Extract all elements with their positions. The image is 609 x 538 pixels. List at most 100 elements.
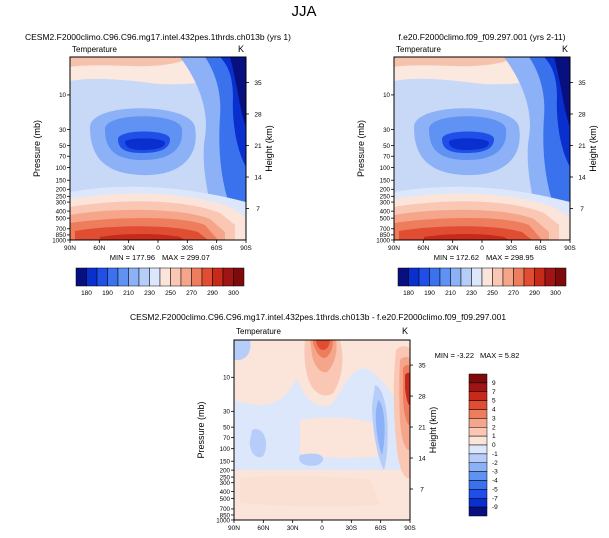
panel-b-colorbar-label: 270 <box>508 290 519 297</box>
panel-c-right-tick-label: 21 <box>418 425 426 432</box>
panel-c-colorbar-label: 1 <box>492 433 496 440</box>
panel-c-x-tick-label: 90N <box>228 525 240 532</box>
panel-c-colorbar-label: -4 <box>492 478 498 485</box>
panel-b-x-tick-label: 30N <box>447 245 459 252</box>
panel-c-y-tick-label: 300 <box>220 480 231 487</box>
panel-a-colorbar-label: 270 <box>186 290 197 297</box>
panel-c-title: CESM2.F2000climo.C96.C96.mg17.intel.432p… <box>130 312 506 322</box>
panel-c-axes: 90N 60N 30N 0 30S 60S 90S103050701001502002503… <box>196 363 438 532</box>
panel-a-colorbar: 180 190 210 230 250 270 290 300 <box>75 267 245 297</box>
panel-a-right-tick-label: 7 <box>256 206 260 213</box>
panel-c-colorbar-label: -9 <box>492 504 498 511</box>
panel-b-y-tick-label: 100 <box>380 165 391 172</box>
panel-c-unit: K <box>402 326 408 336</box>
panel-c-x-tick-label: 30N <box>287 525 299 532</box>
panel-a-y-axis-title: Pressure (mb) <box>32 120 42 177</box>
panel-a-colorbar-swatch <box>222 267 234 287</box>
panel-a-colorbar-swatch <box>138 267 150 287</box>
panel-b-colorbar-swatch <box>534 267 546 287</box>
panel-a-colorbar-swatch <box>233 267 245 287</box>
panel-a-colorbar-label: 210 <box>123 290 134 297</box>
panel-c-colorbar-label: 0 <box>492 442 496 449</box>
panel-a-colorbar-swatch <box>159 267 171 287</box>
panel-a-y-tick-label: 1000 <box>52 237 66 244</box>
panel-a-y-tick-label: 500 <box>56 215 67 222</box>
panel-b-x-tick-label: 60N <box>417 245 429 252</box>
panel-a-y-tick-label: 70 <box>59 154 66 161</box>
panel-c-min-stat: MIN = -3.22 <box>435 351 474 360</box>
panel-model-a: CESM2.F2000climo.C96.C96.mg17.intel.432p… <box>25 32 291 297</box>
panel-c-colorbar-swatch <box>468 453 488 463</box>
panel-a-colorbar-swatch <box>86 267 98 287</box>
panel-a-unit: K <box>238 44 244 54</box>
panel-a-x-tick-label: 0 <box>156 245 160 252</box>
panel-b-colorbar-label: 180 <box>403 290 414 297</box>
panel-b-y-tick-label: 500 <box>380 215 391 222</box>
panel-a-contour-field <box>70 57 246 240</box>
panel-b-colorbar-label: 230 <box>466 290 477 297</box>
panel-c-y-tick-label: 850 <box>220 512 231 519</box>
panel-b-y-tick-label: 30 <box>383 127 390 134</box>
panel-b-colorbar-swatch <box>544 267 556 287</box>
panel-a-min-stat: MIN = 177.96 <box>110 253 155 262</box>
panel-b-axes: 90N 60N 30N 0 30S 60S 90S103050701001502002503… <box>356 80 598 252</box>
panel-b-colorbar-label: 210 <box>445 290 456 297</box>
panel-a-x-tick-label: 30N <box>123 245 135 252</box>
panel-a-x-tick-label: 60S <box>211 245 223 252</box>
panel-c-right-tick-label: 7 <box>420 487 424 494</box>
panel-a-colorbar-swatch <box>117 267 129 287</box>
panel-a-colorbar-swatch <box>170 267 182 287</box>
panel-c-max-stat: MAX = 5.82 <box>480 351 519 360</box>
panel-b-colorbar-swatch <box>555 267 567 287</box>
panel-a-colorbar-swatch <box>96 267 108 287</box>
panel-b-y-tick-label: 1000 <box>376 237 390 244</box>
panel-b-y-tick-label: 250 <box>380 194 391 201</box>
panel-a-x-tick-label: 30S <box>182 245 194 252</box>
panel-b-field-label: Temperature <box>396 45 441 54</box>
panel-a-colorbar-swatch <box>149 267 161 287</box>
panel-a-y-tick-label: 250 <box>56 194 67 201</box>
panel-a-y-tick-label: 150 <box>56 178 67 185</box>
panel-c-colorbar-swatch <box>468 427 488 437</box>
panel-c-x-tick-label: 60S <box>375 525 387 532</box>
panel-b-y-tick-label: 70 <box>383 154 390 161</box>
panel-c-y-tick-label: 10 <box>223 375 230 382</box>
panel-b-colorbar-swatch <box>450 267 462 287</box>
panel-b-colorbar-label: 250 <box>487 290 498 297</box>
panel-c-colorbar-label: 7 <box>492 389 496 396</box>
panel-c-colorbar-swatch <box>468 400 488 410</box>
panel-b-colorbar-swatch <box>439 267 451 287</box>
panel-b-x-tick-label: 60S <box>535 245 547 252</box>
panel-c-colorbar-swatch <box>468 480 488 490</box>
panel-b-y-axis-title: Pressure (mb) <box>356 120 366 177</box>
panel-b-colorbar-swatch <box>481 267 493 287</box>
panel-b-max-stat: MAX = 298.95 <box>486 253 534 262</box>
panel-c-x-tick-label: 90S <box>404 525 416 532</box>
panel-b-colorbar: 180 190 210 230 250 270 290 300 <box>397 267 567 297</box>
panel-b-colorbar-swatch <box>471 267 483 287</box>
panel-c-colorbar-swatch <box>468 489 488 499</box>
panel-c-colorbar-swatch <box>468 382 488 392</box>
panel-b-colorbar-swatch <box>418 267 430 287</box>
panel-a-x-tick-label: 90S <box>240 245 252 252</box>
panel-c-colorbar-label: 5 <box>492 398 496 405</box>
panel-a-title: CESM2.F2000climo.C96.C96.mg17.intel.432p… <box>25 32 291 42</box>
panel-b-colorbar-label: 190 <box>424 290 435 297</box>
panel-c-colorbar-swatch <box>468 418 488 428</box>
panel-b-colorbar-swatch <box>460 267 472 287</box>
panel-a-colorbar-label: 250 <box>165 290 176 297</box>
panel-b-y-tick-label: 200 <box>380 187 391 194</box>
panel-a-right-tick-label: 28 <box>254 111 262 118</box>
panel-a-y-tick-label: 50 <box>59 143 66 150</box>
panel-c-colorbar-label: 9 <box>492 380 496 387</box>
panel-a-right-tick-label: 35 <box>254 80 262 87</box>
panel-b-colorbar-swatch <box>408 267 420 287</box>
panel-c-x-tick-label: 60N <box>257 525 269 532</box>
panel-c-colorbar-swatch <box>468 506 488 517</box>
panel-c-y-axis-title: Pressure (mb) <box>196 401 206 458</box>
panel-b-y-tick-label: 150 <box>380 178 391 185</box>
panel-c-y-tick-label: 1000 <box>216 517 230 524</box>
panel-c-y-tick-label: 50 <box>223 424 230 431</box>
panel-a-y-tick-label: 700 <box>56 226 67 233</box>
